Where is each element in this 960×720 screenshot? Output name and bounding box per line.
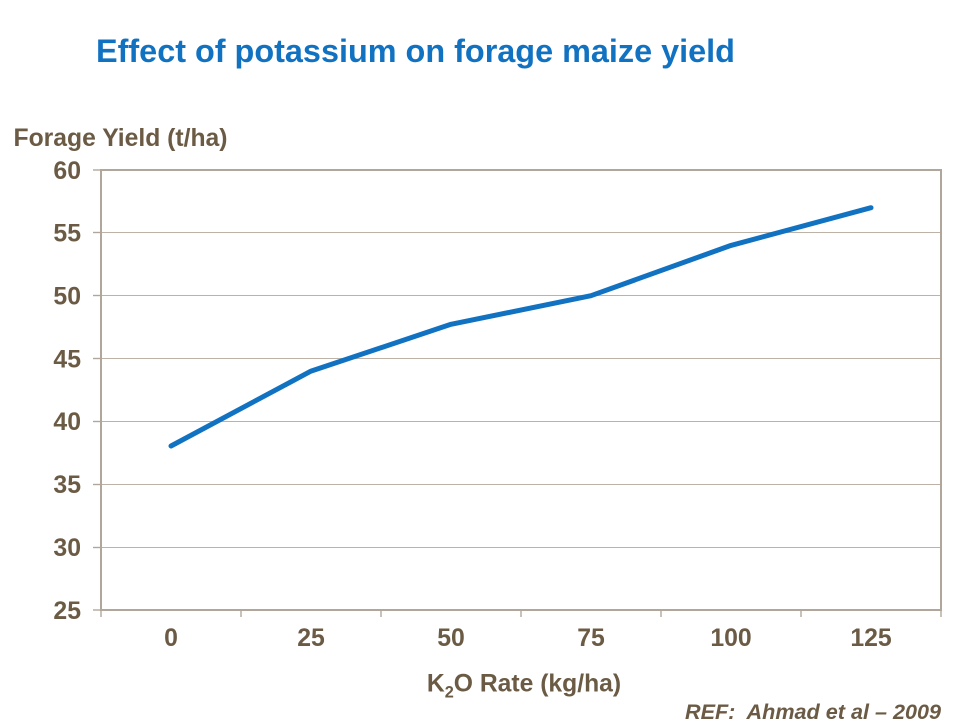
- svg-text:K2O Rate (kg/ha): K2O Rate (kg/ha): [427, 670, 621, 701]
- svg-text:Forage Yield (t/ha): Forage Yield (t/ha): [14, 125, 228, 152]
- svg-text:60: 60: [53, 158, 81, 185]
- svg-text:25: 25: [297, 625, 325, 652]
- svg-text:50: 50: [437, 625, 465, 652]
- svg-text:100: 100: [710, 625, 751, 652]
- svg-text:0: 0: [164, 625, 178, 652]
- svg-text:45: 45: [53, 346, 81, 373]
- svg-text:55: 55: [53, 221, 81, 248]
- svg-text:30: 30: [53, 535, 81, 562]
- svg-text:40: 40: [53, 409, 81, 436]
- svg-text:125: 125: [850, 625, 892, 652]
- svg-text:REF: Ahmad et al – 2009: REF: Ahmad et al – 2009: [685, 699, 941, 720]
- svg-text:50: 50: [53, 284, 81, 311]
- svg-text:75: 75: [577, 625, 605, 652]
- svg-text:Effect of potassium on forage: Effect of potassium on forage maize yiel…: [96, 33, 735, 69]
- svg-text:25: 25: [53, 598, 81, 625]
- svg-text:35: 35: [53, 472, 81, 499]
